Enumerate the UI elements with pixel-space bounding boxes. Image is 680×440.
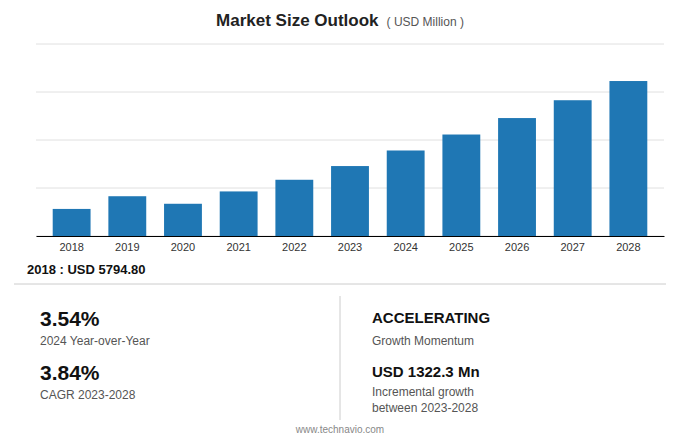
- stat-label: between 2023-2028: [372, 401, 478, 415]
- info-panel: 2018 : USD 5794.80 3.54% 2024 Year-over-Ye…: [14, 262, 666, 435]
- x-tick-label: 2024: [393, 241, 417, 253]
- bar: [387, 150, 425, 236]
- separator: [14, 284, 666, 285]
- bar: [275, 180, 313, 236]
- x-axis-line: [37, 236, 665, 237]
- x-tick: 2028: [616, 241, 640, 253]
- stat-label: Incremental growth: [372, 385, 474, 399]
- subtitle: ( USD Million ): [387, 15, 464, 29]
- x-tick: 2022: [282, 241, 306, 253]
- x-tick-label: 2022: [282, 241, 306, 253]
- x-tick: 2025: [449, 241, 473, 253]
- plot-area: 2018 2019 2020 2021 2022 2023 2024 2025 2026 2027…: [36, 44, 665, 440]
- x-tick-label: 2026: [505, 241, 529, 253]
- x-tick: 2027: [560, 241, 584, 253]
- grid-line: [36, 92, 664, 93]
- bar: [164, 204, 202, 236]
- stat-value: 3.54%: [40, 307, 100, 330]
- x-tick: 2024: [393, 241, 417, 253]
- x-tick-label: 2023: [338, 241, 362, 253]
- x-tick-label: 2020: [171, 241, 195, 253]
- x-tick: 2023: [338, 241, 362, 253]
- bar: [609, 81, 647, 236]
- grid-line: [36, 44, 664, 45]
- bar: [498, 118, 536, 236]
- bars: [53, 81, 648, 236]
- x-tick-label: 2019: [115, 241, 139, 253]
- x-tick: 2021: [226, 241, 250, 253]
- bar: [554, 100, 592, 236]
- divider: [340, 296, 341, 420]
- x-tick-label: 2018: [59, 241, 83, 253]
- x-tick: 2020: [171, 241, 195, 253]
- x-tick: 2019: [115, 241, 139, 253]
- stat-value: ACCELERATING: [372, 309, 490, 326]
- bar: [108, 196, 146, 236]
- stat-value: USD 1322.3 Mn: [372, 363, 480, 380]
- title-group: Market Size Outlook ( USD Million ): [216, 11, 464, 30]
- title-main: Market Size Outlook: [216, 11, 379, 30]
- x-tick: 2018: [59, 241, 83, 253]
- bar: [220, 191, 258, 236]
- x-tick-label: 2028: [616, 241, 640, 253]
- stat-value: 3.84%: [40, 361, 100, 384]
- x-axis: 2018 2019 2020 2021 2022 2023 2024 2025 2026 2027…: [37, 237, 665, 253]
- stat-label: CAGR 2023-2028: [40, 388, 136, 402]
- x-tick-label: 2025: [449, 241, 473, 253]
- title: Market Size Outlook ( USD Million ): [216, 11, 464, 30]
- x-tick-label: 2021: [226, 241, 250, 253]
- bar: [53, 209, 91, 236]
- bar: [442, 135, 480, 236]
- stat-label: Growth Momentum: [372, 334, 474, 348]
- footer: www.technavio.com: [295, 424, 384, 435]
- chart-svg: Market Size Outlook( USD Million )201820…: [0, 0, 680, 440]
- x-tick: 2026: [505, 241, 529, 253]
- stat-label: 2024 Year-over-Year: [40, 334, 150, 348]
- x-tick-label: 2027: [560, 241, 584, 253]
- bar: [331, 166, 369, 236]
- header-text: 2018 : USD 5794.80: [27, 262, 146, 277]
